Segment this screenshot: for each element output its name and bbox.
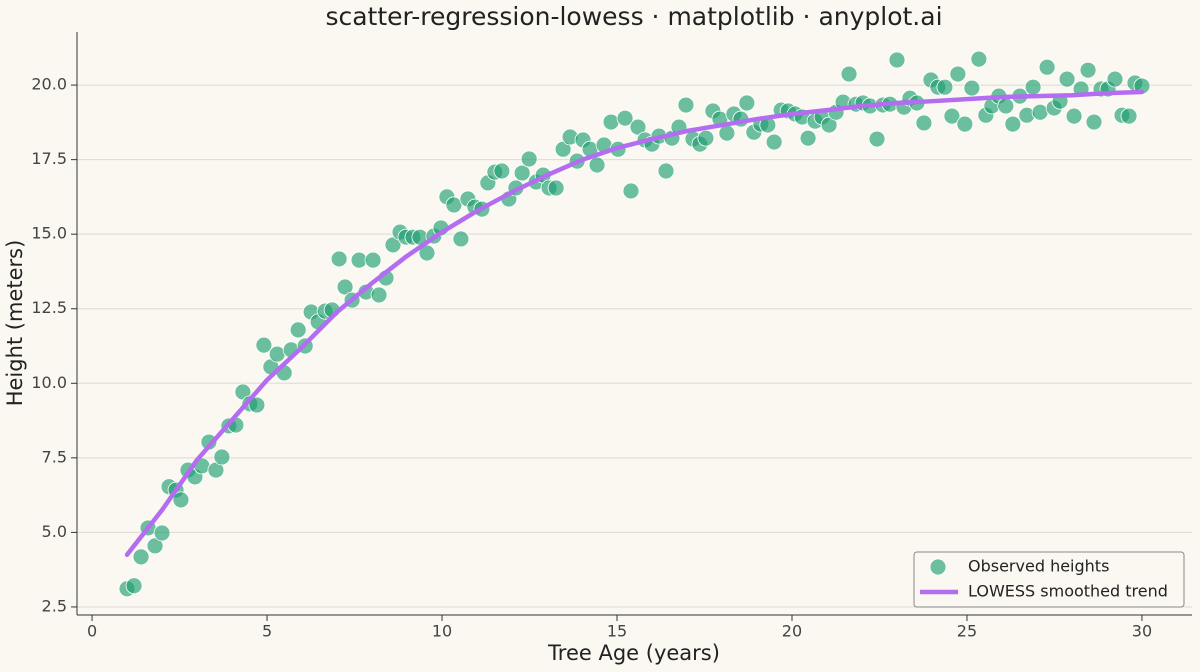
scatter-point [888,51,906,69]
legend: Observed heights LOWESS smoothed trend [913,551,1185,608]
scatter-point [738,94,756,112]
scatter-point [765,133,783,151]
scatter-point [799,129,817,147]
x-axis-label: Tree Age (years) [547,641,720,665]
scatter-point [493,162,511,180]
scatter-point [213,448,231,466]
scatter-point [268,345,286,363]
x-tick-label: 10 [432,622,452,641]
scatter-point [547,179,565,197]
scatter-point [622,182,640,200]
scatter-point [370,286,388,304]
scatter-point [153,524,171,542]
x-tick-label: 30 [1132,622,1152,641]
x-tick-label: 20 [782,622,802,641]
y-tick-label: 10.0 [31,373,67,392]
scatter-point [1004,115,1022,133]
scatter-point [915,114,933,132]
legend-label: LOWESS smoothed trend [968,582,1168,601]
scatter-point [949,65,967,83]
legend-marker [929,558,947,576]
scatter-point [677,96,695,114]
scatter-point [936,78,954,96]
legend-label: Observed heights [968,557,1109,576]
scatter-point [452,230,470,248]
y-tick-label: 7.5 [42,447,67,466]
chart-title: scatter-regression-lowess · matplotlib ·… [325,2,942,31]
scatter-point [125,577,143,595]
scatter-point [248,396,266,414]
y-tick-label: 2.5 [42,596,67,615]
scatter-point [200,433,218,451]
scatter-point [364,251,382,269]
scatter-point [697,129,715,147]
scatter-point [330,250,348,268]
y-tick-label: 15.0 [31,224,67,243]
y-tick-label: 17.5 [31,149,67,168]
scatter-point [997,97,1015,115]
scatter-point [1120,107,1138,125]
x-tick-label: 5 [262,622,272,641]
scatter-point [132,548,150,566]
scatter-point [629,118,647,136]
scatter-point [657,162,675,180]
scatter-point [963,79,981,97]
scatter-point [1058,70,1076,88]
scatter-point [970,50,988,68]
y-axis-label: Height (meters) [3,240,27,407]
scatter-point [602,113,620,131]
scatter-point [956,115,974,133]
scatter-point [172,491,190,509]
trend-line [124,89,1145,558]
scatter-point [1031,103,1049,121]
scatter-point [289,321,307,339]
y-tick-label: 5.0 [42,522,67,541]
scatter-point [943,107,961,125]
y-tick-label: 12.5 [31,298,67,317]
x-tick-label: 15 [607,622,627,641]
scatter-point [1085,113,1103,131]
scatter-point [1038,58,1056,76]
scatter-point [445,196,463,214]
x-tick-label: 25 [957,622,977,641]
scatter-point [588,156,606,174]
scatter-point [868,130,886,148]
scatter-point [1024,78,1042,96]
legend-box [913,551,1185,608]
scatter-point [336,278,354,296]
scatter-point [384,236,402,254]
y-tick-label: 20.0 [31,75,67,94]
scatter-point [1065,107,1083,125]
scatter-point [520,150,538,168]
scatter-point [1106,70,1124,88]
scatter-point [718,124,736,142]
x-tick-label: 0 [87,622,97,641]
scatter-point [1079,61,1097,79]
scatter-point [820,116,838,134]
scatter-point [840,65,858,83]
scatter-point [146,537,164,555]
scatter-point [255,336,273,354]
scatter-point [513,164,531,182]
scatter-point [616,109,634,127]
